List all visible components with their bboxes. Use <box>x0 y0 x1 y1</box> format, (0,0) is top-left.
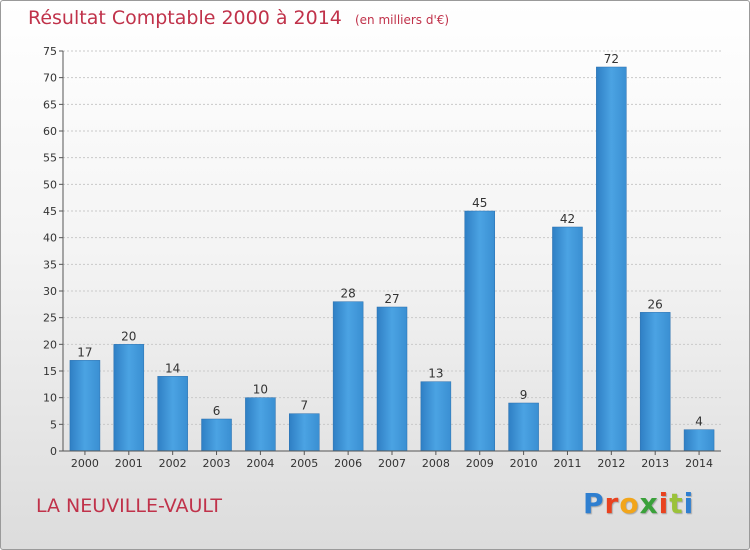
x-tick-label: 2010 <box>510 457 538 470</box>
bar <box>683 429 715 452</box>
data-label: 7 <box>300 399 308 413</box>
data-label: 4 <box>695 415 703 429</box>
y-tick-label: 40 <box>43 232 57 245</box>
bar <box>289 413 320 452</box>
logo-letter: r <box>604 487 620 520</box>
data-label: 20 <box>121 329 136 343</box>
data-label: 6 <box>213 404 221 418</box>
y-tick-label: 45 <box>43 205 57 218</box>
unit-note: (en milliers d'€) <box>354 13 450 27</box>
logo-letter: i <box>658 487 670 520</box>
data-label: 10 <box>253 383 268 397</box>
data-label: 72 <box>604 52 619 66</box>
x-tick-label: 2001 <box>115 457 143 470</box>
logo-letter: o <box>619 487 640 520</box>
title-text: Résultat Comptable 2000 à 2014 <box>28 7 342 29</box>
data-label: 26 <box>648 297 663 311</box>
data-label: 42 <box>560 212 575 226</box>
bar <box>113 344 145 452</box>
y-tick-label: 75 <box>43 45 57 58</box>
bar <box>508 402 539 452</box>
x-tick-label: 2007 <box>378 457 406 470</box>
y-tick-label: 60 <box>43 125 57 138</box>
x-tick-label: 2000 <box>71 457 99 470</box>
data-label: 45 <box>472 196 487 210</box>
y-tick-label: 50 <box>43 178 57 191</box>
x-tick-label: 2002 <box>159 457 187 470</box>
y-tick-label: 55 <box>43 152 57 165</box>
y-tick-label: 70 <box>43 72 57 85</box>
y-tick-label: 65 <box>43 98 57 111</box>
bar <box>376 306 408 452</box>
logo-letter: i <box>683 487 695 520</box>
y-tick-label: 20 <box>43 338 57 351</box>
y-tick-label: 35 <box>43 258 57 271</box>
x-tick-label: 2011 <box>553 457 581 470</box>
chart-title: Résultat Comptable 2000 à 2014 (en milli… <box>28 7 449 29</box>
data-label: 28 <box>340 287 355 301</box>
y-tick-label: 30 <box>43 285 57 298</box>
logo-letter: t <box>669 487 684 520</box>
bar <box>157 376 188 452</box>
data-label: 14 <box>165 361 180 375</box>
y-tick-label: 25 <box>43 312 57 325</box>
bar <box>464 210 495 452</box>
bar <box>69 360 101 452</box>
bar <box>420 381 452 452</box>
x-tick-label: 2012 <box>597 457 625 470</box>
x-tick-label: 2014 <box>685 457 713 470</box>
logo-letter: P <box>583 487 605 520</box>
x-tick-label: 2013 <box>641 457 669 470</box>
x-tick-label: 2003 <box>203 457 231 470</box>
logo-letter: x <box>639 487 659 520</box>
data-label: 9 <box>520 388 528 402</box>
x-tick-label: 2008 <box>422 457 450 470</box>
bar <box>552 226 583 452</box>
bar <box>245 397 276 452</box>
y-tick-label: 0 <box>50 445 57 458</box>
y-tick-label: 15 <box>43 365 57 378</box>
bar <box>201 418 232 452</box>
y-tick-label: 5 <box>50 418 57 431</box>
x-tick-label: 2006 <box>334 457 362 470</box>
bar <box>332 301 364 452</box>
y-tick-label: 10 <box>43 392 57 405</box>
data-label: 17 <box>77 345 92 359</box>
bar <box>639 312 671 452</box>
x-tick-label: 2005 <box>290 457 318 470</box>
proxiti-logo[interactable]: Proxiti <box>583 487 694 520</box>
town-name: LA NEUVILLE-VAULT <box>36 495 222 517</box>
x-tick-label: 2004 <box>246 457 274 470</box>
data-label: 13 <box>428 367 443 381</box>
data-label: 27 <box>384 292 399 306</box>
x-tick-label: 2009 <box>466 457 494 470</box>
bar <box>596 66 627 452</box>
